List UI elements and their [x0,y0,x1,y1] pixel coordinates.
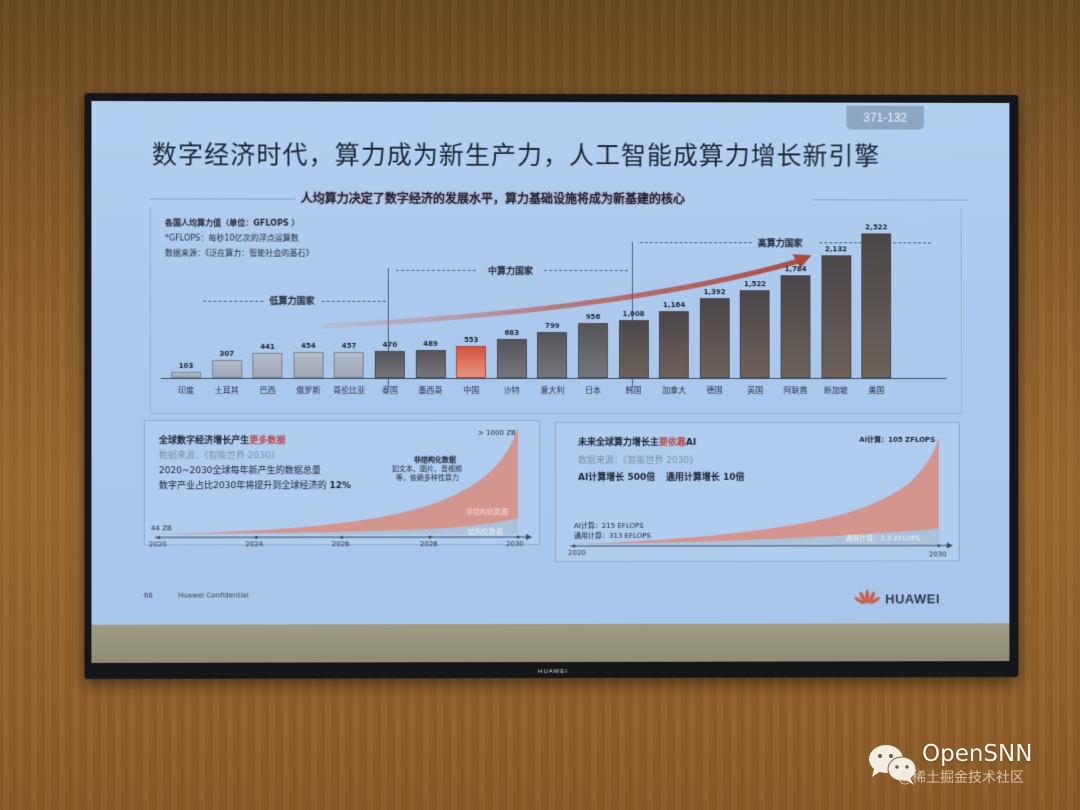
year-label: 2020 [148,540,167,549]
tv-brand-label: HUAWEI [538,668,568,676]
screen-bottom-glare [91,623,1010,663]
band-label-lower: 结构化数据 [467,528,503,537]
band-label-upper: 非结构化数据 [465,508,508,517]
year-label: 2030 [928,550,947,559]
category-label: 美国 [868,386,885,395]
bar-value-label: 1,392 [703,287,726,296]
watermark-sub: @稀土掘金技术社区 [898,770,1024,786]
end-value-label: > 1000 ZB [477,429,516,438]
bar-value-label: 1,522 [744,280,767,289]
bar-value-label: 1,784 [784,265,807,274]
end-ai-label: AI计算：105 ZFLOPS [859,435,936,444]
category-label: 俄罗斯 [296,386,321,396]
bar [252,352,283,378]
bar-value-label: 799 [545,321,560,330]
divider [149,198,296,200]
bar-value-label: 457 [341,341,357,350]
bar-value-label: 683 [504,328,520,337]
bar [334,351,365,378]
bar [740,290,771,378]
tv-display: 371-132 数字经济时代，算力成为新生产力，人工智能成算力增长新引擎 人均算… [84,92,1019,680]
watermark-brand: OpenSNN [922,741,1033,767]
ai-compute-area-chart [556,436,953,549]
year-label: 2028 [419,540,438,549]
logo-text: HUAWEI [885,590,940,606]
category-label: 印度 [177,386,195,396]
band-label-general: 通用计算：3.3 ZFLOPS [845,534,920,543]
year-label: 2024 [245,540,264,549]
category-label: 英国 [747,386,764,395]
bar [496,338,527,378]
category-label: 加拿大 [662,386,687,395]
presentation-slide: 371-132 数字经济时代，算力成为新生产力，人工智能成算力增长新引擎 人均算… [91,101,1010,663]
bar [699,297,730,378]
category-label: 巴西 [259,386,276,396]
category-label: 新加坡 [824,386,848,395]
slide-subtitle: 人均算力决定了数字经济的发展水平，算力基础设施将成为新基建的核心 [300,191,685,207]
bar [577,322,608,378]
ai-compute-panel: 未来全球算力增长主要依靠AI 数据来源：《智能世界 2030》 AI计算增长 5… [554,421,960,562]
bar-value-label: 454 [301,341,316,350]
category-label: 沙特 [503,386,520,396]
bar-value-label: 2,132 [824,245,848,254]
slide-title: 数字经济时代，算力成为新生产力，人工智能成算力增长新引擎 [151,140,881,171]
bar-value-label: 470 [382,340,398,349]
data-growth-panel: 全球数字经济增长产生更多数据 数据来源：《智能世界 2030》 2020~203… [143,420,540,549]
category-label: 土耳其 [214,386,239,396]
start-general-label: 通用计算：313 EFLOPS [573,531,651,540]
bar-value-label: 553 [463,336,479,345]
category-label: 墨西哥 [418,386,443,396]
bar [211,360,242,378]
bar [415,349,446,378]
data-growth-area-chart [145,427,532,540]
bar [821,255,851,379]
bar [456,346,487,378]
bar [861,232,892,379]
bar-value-label: 489 [423,339,438,348]
bar [293,351,324,378]
year-label: 2020 [567,548,586,557]
bar-value-label: 1,164 [663,300,686,309]
bar-value-label: 1,008 [622,309,645,318]
divider [812,199,968,201]
year-label: 2030 [505,540,524,549]
start-value-label: 44 ZB [150,524,172,533]
bar-value-label: 307 [219,350,235,359]
start-ai-label: AI计算：215 EFLOPS [573,521,644,530]
bar-value-label: 2,522 [865,222,888,231]
huawei-logo: HUAWEI [854,589,940,607]
bar-value-label: 956 [585,312,601,321]
annotation-line-2: 等，依赖多样性算力 [395,474,459,483]
bar-value-label: 103 [178,361,194,371]
bar [659,310,690,378]
category-label: 日本 [584,386,601,395]
category-label: 中国 [463,386,480,396]
per-capita-compute-chart: 各国人均算力值（单位：GFLOPS ） *GFLOPS：每秒10亿次的浮点运算数… [149,207,963,415]
bar-value-label: 441 [260,342,275,351]
bar [618,319,649,378]
category-label: 阿联酋 [783,386,808,395]
bar [170,372,202,378]
confidential-label: Huawei Confidential [177,591,249,600]
x-axis [160,377,947,380]
category-label: 意大利 [540,386,565,396]
bar [374,350,405,378]
wechat-icon [869,745,917,785]
category-label: 德国 [706,386,723,395]
growth-arrow-icon [151,207,963,414]
category-label: 泰国 [381,386,398,396]
category-label: 哥伦比亚 [333,386,366,396]
slide-badge: 371-132 [846,105,924,130]
bar [537,331,568,378]
year-label: 2026 [331,540,350,549]
category-label: 韩国 [625,386,642,395]
huawei-flower-icon [854,589,881,606]
page-number: 68 [143,591,153,600]
bar [780,275,811,378]
